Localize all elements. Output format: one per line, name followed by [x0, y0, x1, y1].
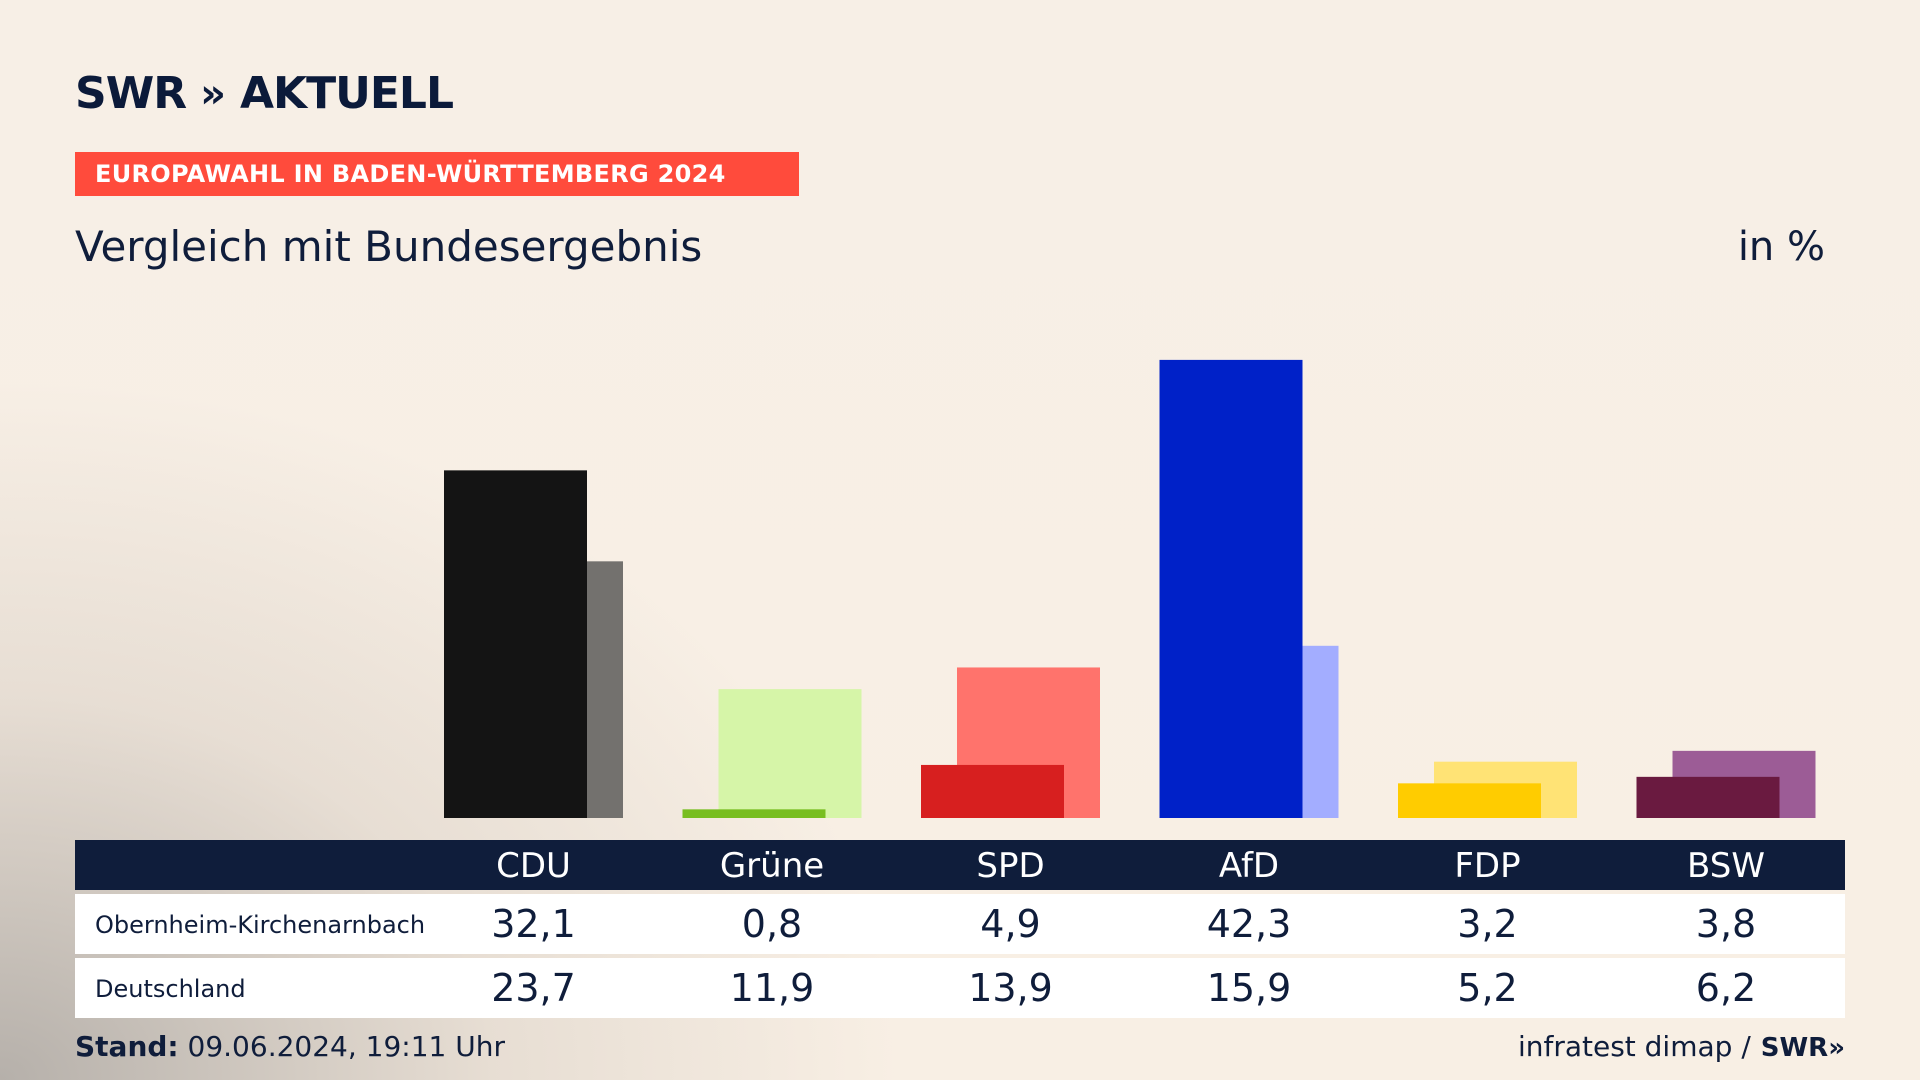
bar-local-spd [921, 764, 1064, 818]
cell-local-fdp: 3,2 [1457, 902, 1518, 946]
swr-small-logo: SWR» [1760, 1033, 1845, 1063]
column-header-bsw: BSW [1687, 846, 1765, 886]
table-header: CDU Grüne SPD AfD FDP BSW [75, 840, 1845, 890]
bar-local-afd [1159, 359, 1303, 818]
timestamp: Stand: 09.06.2024, 19:11 Uhr [75, 1030, 505, 1063]
cell-local-bsw: 3,8 [1695, 902, 1757, 946]
table-row-local: Obernheim-Kirchenarnbach 32,1 0,8 4,9 42,3 3… [75, 894, 1845, 954]
bar-local-fdp [1398, 783, 1541, 818]
bar-local-grüne [682, 809, 826, 818]
cell-national-afd: 15,9 [1206, 966, 1292, 1010]
logo-swr: SWR [75, 68, 187, 119]
stand-label: Stand: [75, 1030, 179, 1063]
cell-national-spd: 13,9 [968, 966, 1053, 1010]
bar-chart [444, 359, 1816, 818]
bar-local-bsw [1636, 776, 1780, 818]
column-header-grüne: Grüne [719, 846, 825, 886]
cell-local-spd: 4,9 [980, 902, 1041, 946]
stand-value: 09.06.2024, 19:11 Uhr [187, 1030, 505, 1063]
cell-national-cdu: 23,7 [491, 966, 576, 1010]
bar-national-grüne [718, 689, 862, 818]
logo-aktuell: AKTUELL [239, 68, 454, 119]
results-table: CDU Grüne SPD AfD FDP BSW Obernheim-Kirchenar… [75, 840, 1845, 1018]
cell-local-grüne: 0,8 [741, 902, 803, 946]
source-credit: infratest dimap / SWR» [1518, 1030, 1845, 1063]
bar-local-cdu [444, 470, 587, 818]
column-header-fdp: FDP [1454, 846, 1521, 886]
cell-national-grüne: 11,9 [729, 966, 815, 1010]
cell-national-fdp: 5,2 [1457, 966, 1518, 1010]
cell-local-afd: 42,3 [1206, 902, 1292, 946]
row-label-local: Obernheim-Kirchenarnbach [95, 911, 426, 939]
cell-local-cdu: 32,1 [491, 902, 576, 946]
row-label-national: Deutschland [95, 975, 246, 1003]
unit-label: in % [1737, 224, 1825, 270]
table-row-national: Deutschland 23,7 11,9 13,9 15,9 5,2 6,2 [75, 958, 1845, 1018]
swr-aktuell-logo: SWR» AKTUELL [75, 68, 454, 119]
chart-subtitle: Vergleich mit Bundesergebnis [75, 222, 703, 271]
column-header-spd: SPD [976, 846, 1045, 886]
cell-national-bsw: 6,2 [1695, 966, 1757, 1010]
column-header-cdu: CDU [496, 846, 571, 886]
election-banner: EUROPAWAHL IN BADEN-WÜRTTEMBERG 2024 [75, 152, 799, 196]
column-header-afd: AfD [1218, 846, 1280, 886]
source-text: infratest dimap / [1517, 1030, 1751, 1063]
